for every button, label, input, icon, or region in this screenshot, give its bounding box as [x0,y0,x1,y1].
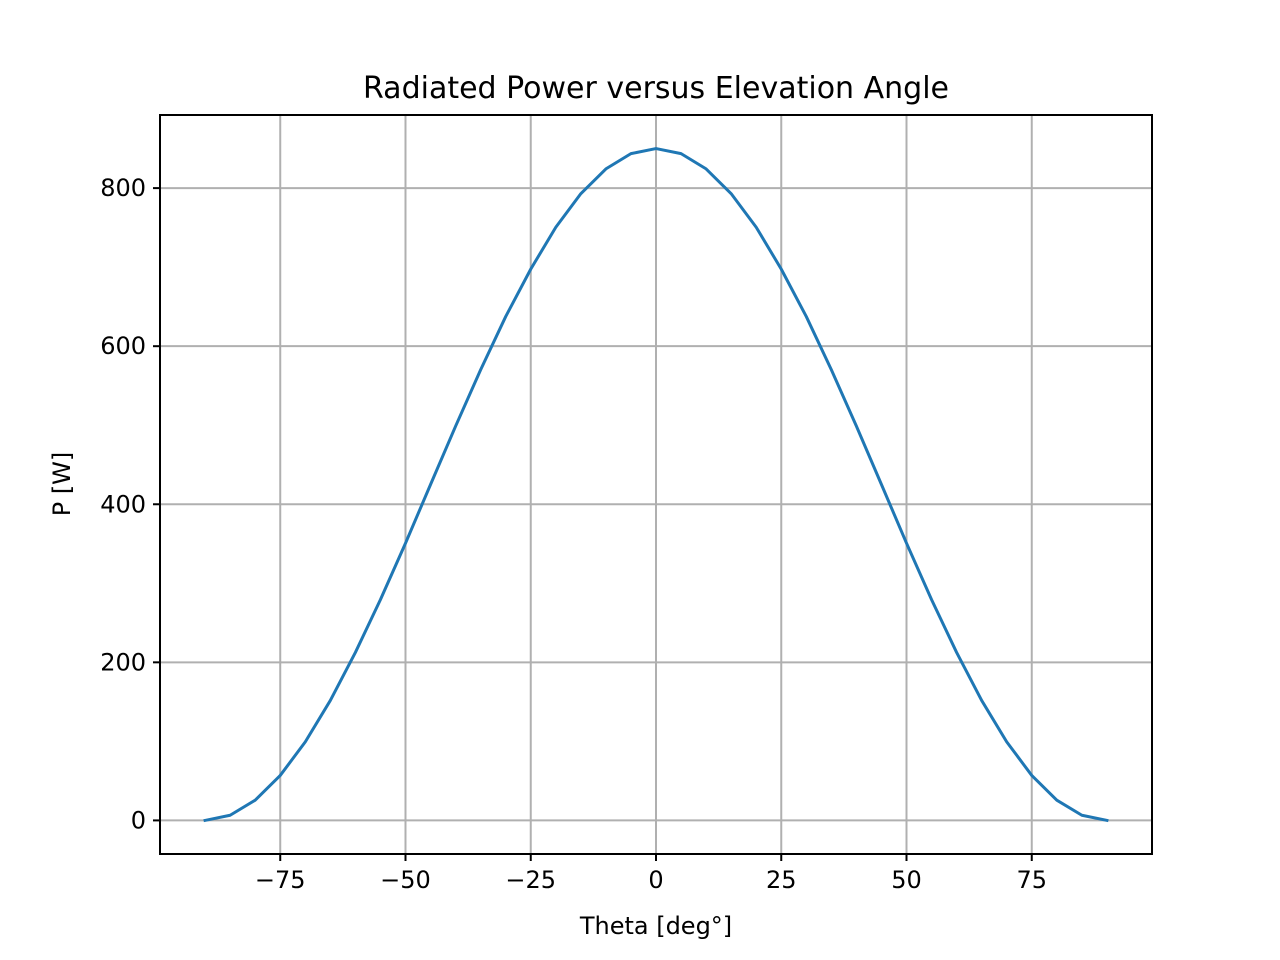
y-axis-label: P [W] [48,452,76,517]
y-tick-label: 800 [100,174,146,202]
y-tick-label: 200 [100,648,146,676]
ticks: −75 −50 −25 0 25 50 75 0 200 400 600 800 [100,174,1047,894]
y-tick-label: 0 [131,806,146,834]
grid [160,115,1152,854]
series-line-0 [203,147,1109,823]
y-tick-label: 600 [100,332,146,360]
x-tick-label: −75 [255,866,306,894]
x-tick-label: −50 [380,866,431,894]
y-tick-label: 400 [100,490,146,518]
x-tick-label: 50 [891,866,922,894]
x-tick-label: 25 [766,866,797,894]
chart-title: Radiated Power versus Elevation Angle [363,71,949,106]
x-tick-label: 0 [648,866,663,894]
x-tick-label: 75 [1016,866,1047,894]
x-tick-label: −25 [505,866,556,894]
x-axis-label: Theta [deg°] [579,912,732,940]
series-layer [203,147,1109,823]
